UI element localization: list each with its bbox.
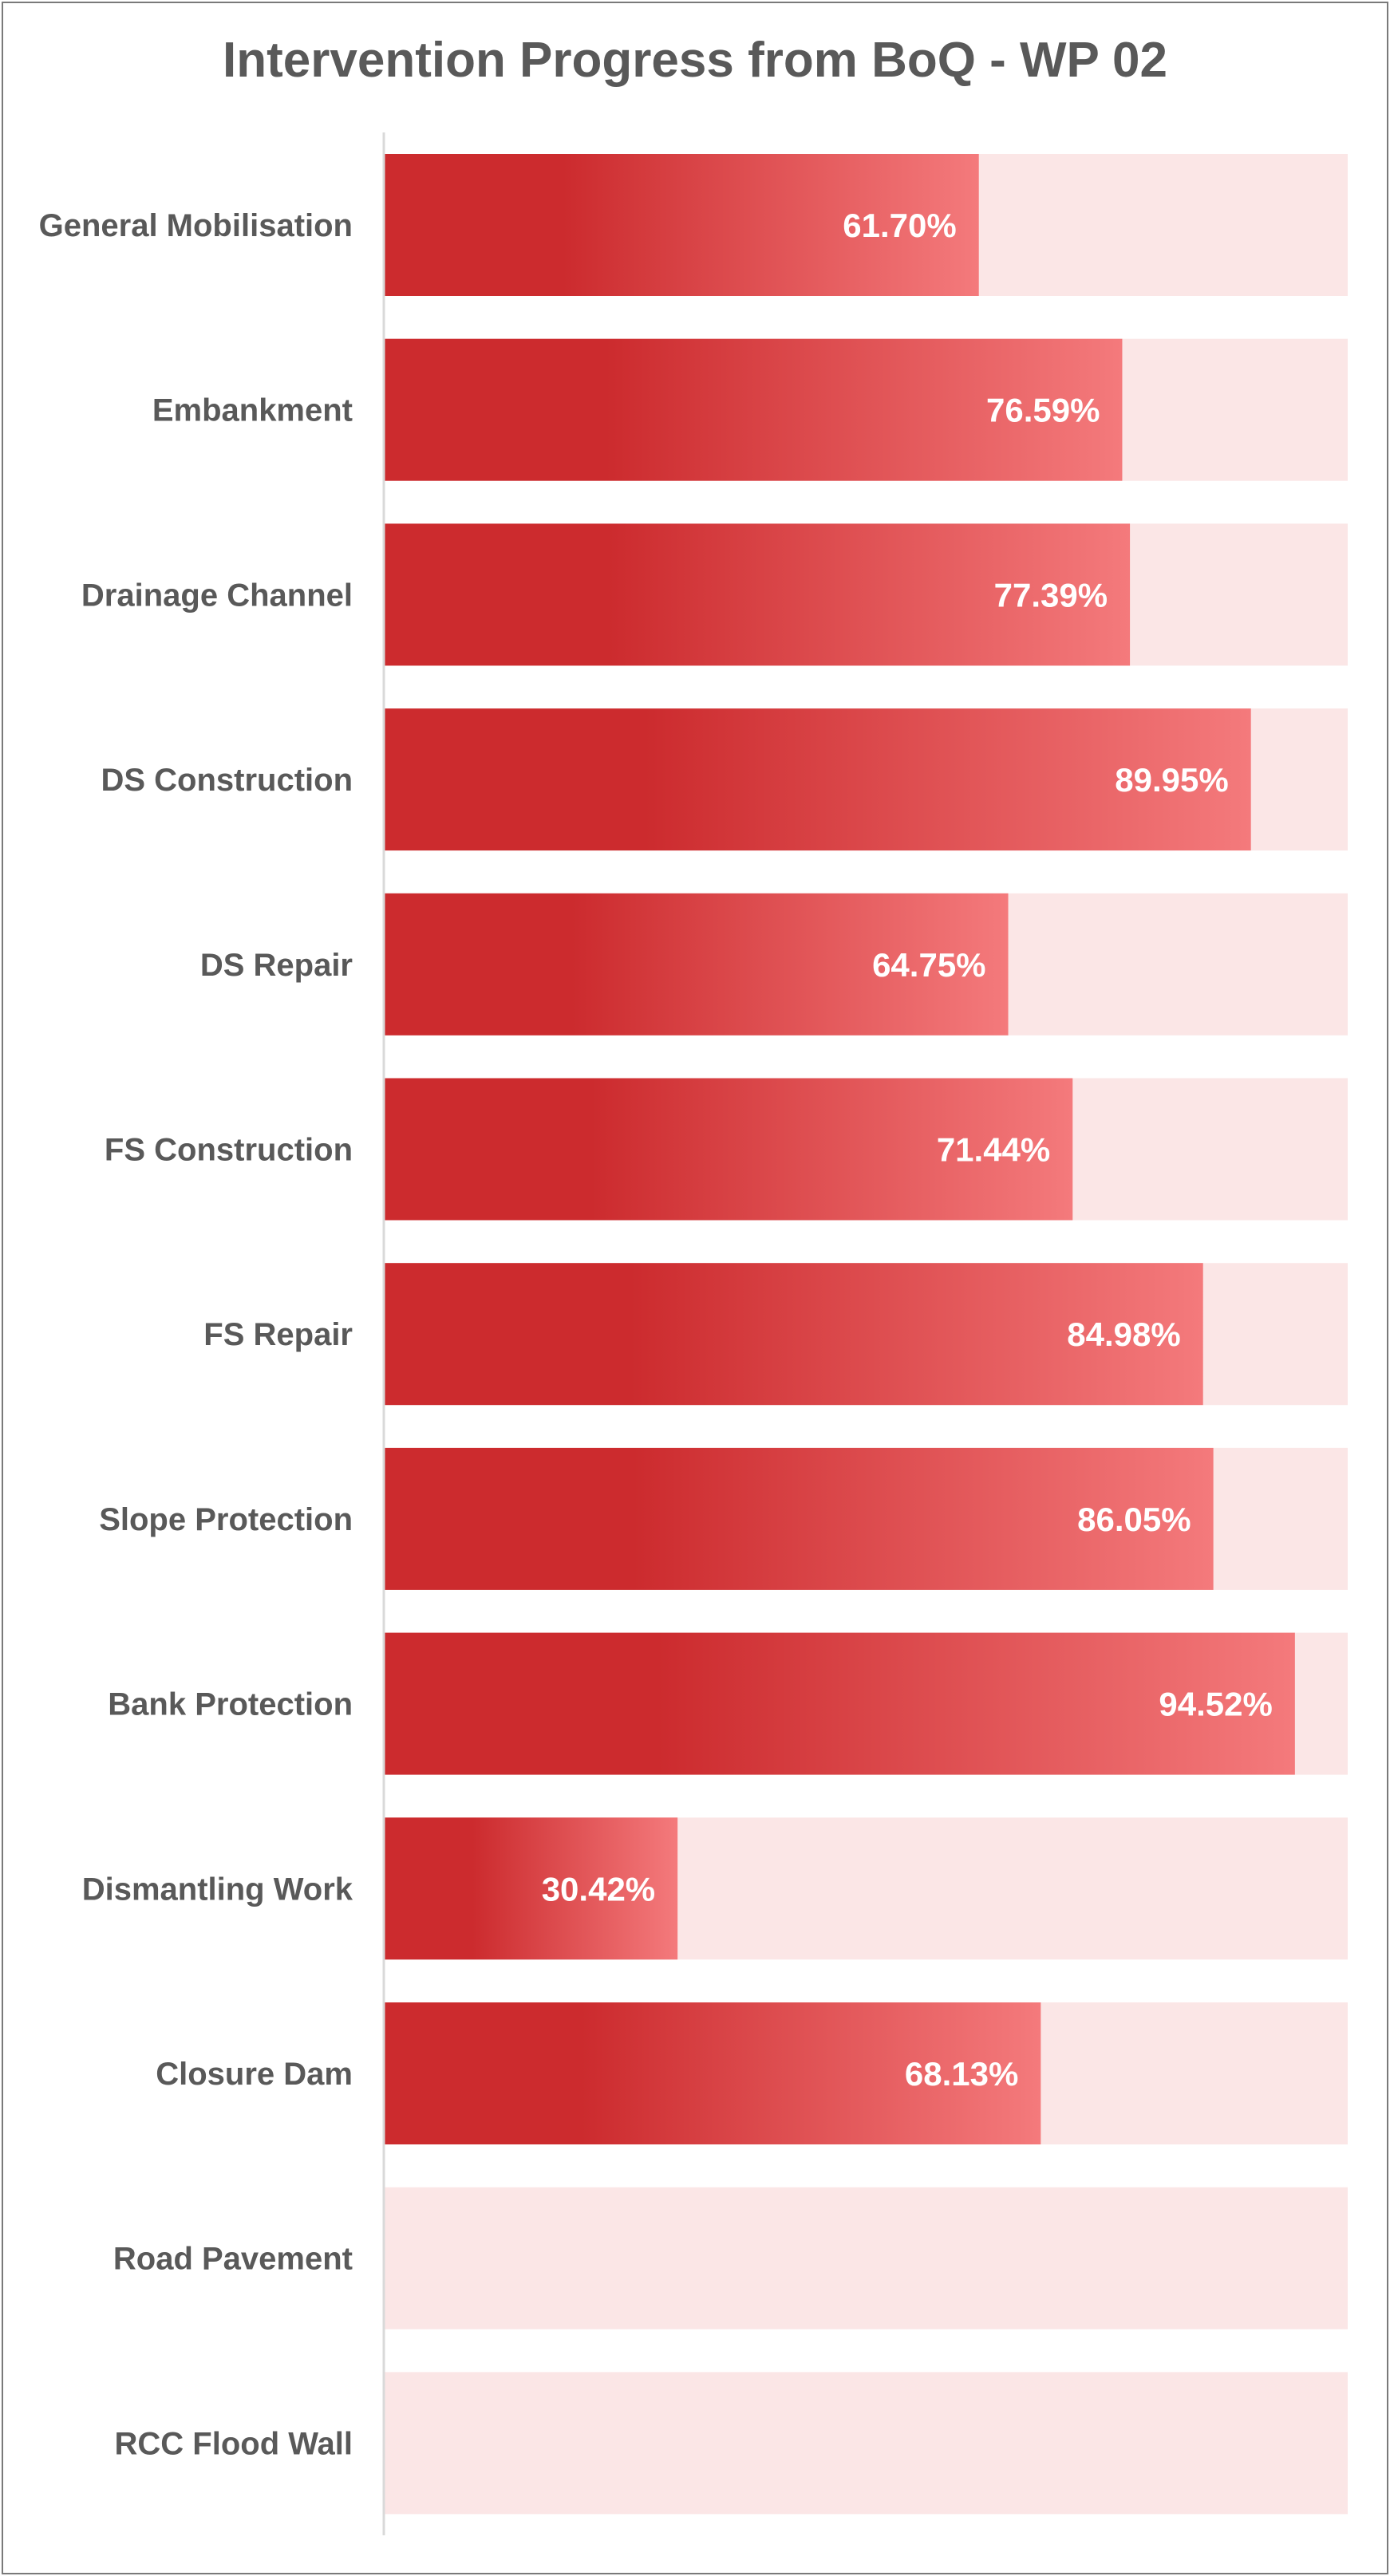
data-label: 61.70% bbox=[843, 207, 956, 244]
data-label: 77.39% bbox=[994, 576, 1108, 613]
category-label: Road Pavement bbox=[113, 2242, 353, 2277]
bar bbox=[385, 2002, 1041, 2144]
data-label: 68.13% bbox=[905, 2055, 1018, 2093]
category-label: FS Repair bbox=[203, 1317, 353, 1352]
data-label: 86.05% bbox=[1077, 1501, 1191, 1538]
bar bbox=[385, 338, 1123, 481]
bar bbox=[385, 1632, 1295, 1775]
category-label: Embankment bbox=[152, 393, 353, 428]
data-label: 71.44% bbox=[937, 1131, 1050, 1169]
bar bbox=[385, 523, 1131, 666]
category-label: FS Construction bbox=[105, 1133, 353, 1168]
bar-group bbox=[385, 154, 1295, 2144]
data-label: 30.42% bbox=[542, 1870, 655, 1907]
category-label: General Mobilisation bbox=[39, 208, 353, 243]
category-label: Dismantling Work bbox=[82, 1872, 353, 1907]
category-label: RCC Flood Wall bbox=[115, 2426, 353, 2461]
bar bbox=[385, 154, 979, 296]
category-label: Slope Protection bbox=[99, 1502, 353, 1537]
bar-track bbox=[385, 2187, 1348, 2329]
data-label: 84.98% bbox=[1067, 1316, 1180, 1353]
bar bbox=[385, 893, 1009, 1036]
bar bbox=[385, 1817, 678, 1960]
bar-track bbox=[385, 2372, 1348, 2515]
bar bbox=[385, 708, 1251, 851]
category-label: DS Repair bbox=[200, 948, 353, 983]
data-label: 89.95% bbox=[1115, 761, 1228, 799]
data-label: 94.52% bbox=[1159, 1686, 1272, 1723]
value-label-group: 61.70% 76.59% 77.39% 89.95% 64.75% 71.44% 84.9… bbox=[542, 207, 1273, 2093]
category-label-group: General Mobilisation Embankment Drainage C… bbox=[39, 208, 353, 2461]
bar bbox=[385, 1447, 1214, 1590]
chart-title: Intervention Progress from BoQ - WP 02 bbox=[223, 33, 1167, 88]
bar bbox=[385, 1078, 1073, 1221]
category-label: DS Construction bbox=[101, 763, 353, 798]
category-label: Bank Protection bbox=[108, 1687, 353, 1722]
data-label: 76.59% bbox=[986, 392, 1100, 429]
data-label: 64.75% bbox=[872, 946, 985, 984]
bar bbox=[385, 1263, 1203, 1406]
category-label: Closure Dam bbox=[156, 2057, 353, 2092]
category-label: Drainage Channel bbox=[81, 578, 353, 613]
